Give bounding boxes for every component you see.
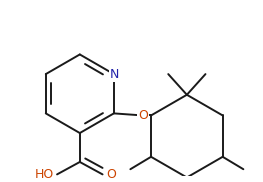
Text: O: O [138, 109, 148, 122]
Text: N: N [110, 68, 120, 81]
Text: HO: HO [35, 168, 54, 181]
Text: O: O [107, 168, 117, 181]
